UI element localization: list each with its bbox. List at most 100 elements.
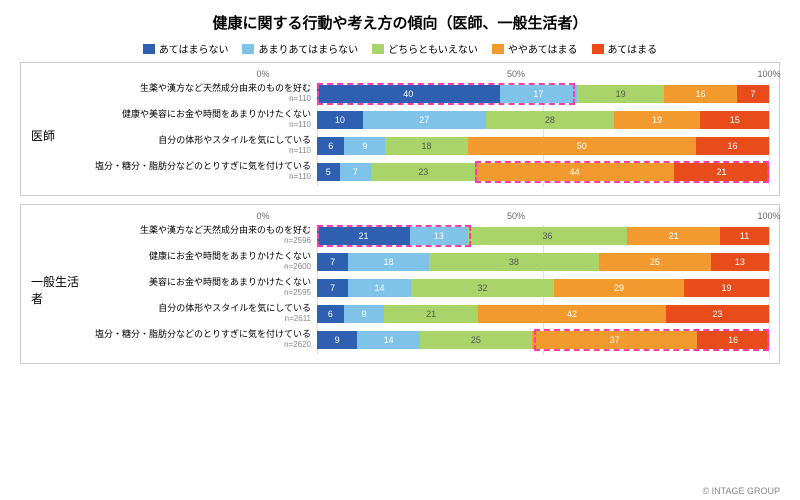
legend-item: ややあてはまる xyxy=(492,41,578,56)
axis: 0%50%100% xyxy=(263,69,769,81)
bar-segment: 19 xyxy=(684,279,769,297)
bar-segment: 25 xyxy=(599,253,711,271)
axis-tick: 100% xyxy=(757,211,780,221)
legend-swatch xyxy=(143,44,155,54)
bar-segment: 14 xyxy=(357,331,420,349)
bar-segment: 21 xyxy=(317,227,410,245)
axis: 0%50%100% xyxy=(263,211,769,223)
bar-segment: 9 xyxy=(344,305,384,323)
stacked-bar: 914253716 xyxy=(317,331,769,349)
chart-title: 健康に関する行動や考え方の傾向（医師、一般生活者） xyxy=(20,12,780,33)
axis-tick: 0% xyxy=(256,211,269,221)
bar-wrap: 1027281915 xyxy=(317,111,769,129)
bar-segment: 14 xyxy=(348,279,411,297)
bar-segment: 37 xyxy=(532,331,698,349)
row-label: 生薬や漢方など天然成分由来のものを好むn=2596 xyxy=(85,226,317,246)
bar-segment: 29 xyxy=(554,279,684,297)
row-label: 健康にお金や時間をあまりかけたくないn=2600 xyxy=(85,252,317,272)
bar-segment: 18 xyxy=(348,253,429,271)
legend-item: どちらともいえない xyxy=(372,41,478,56)
row-label: 自分の体形やスタイルを気にしているn=110 xyxy=(85,136,317,156)
copyright: © INTAGE GROUP xyxy=(703,486,780,496)
legend-label: どちらともいえない xyxy=(388,41,478,56)
bar-segment: 7 xyxy=(317,279,348,297)
legend-label: あてはまる xyxy=(608,41,658,56)
bar-segment: 13 xyxy=(410,227,468,245)
bar-segment: 16 xyxy=(697,331,769,349)
bar-wrap: 2113362111 xyxy=(317,227,769,245)
stacked-bar: 2113362111 xyxy=(317,227,769,245)
bar-segment: 7 xyxy=(317,253,348,271)
bar-wrap: 401719167 xyxy=(317,85,769,103)
bar-segment: 42 xyxy=(478,305,666,323)
bar-wrap: 714322919 xyxy=(317,279,769,297)
bar-segment: 16 xyxy=(696,137,769,155)
bar-segment: 44 xyxy=(475,163,674,181)
chart-row: 塩分・糖分・脂肪分などのとりすぎに気を付けているn=2620914253716 xyxy=(85,329,769,351)
bar-segment: 7 xyxy=(340,163,372,181)
bar-segment: 6 xyxy=(317,305,344,323)
stacked-bar: 69185016 xyxy=(317,137,769,155)
chart-row: 健康にお金や時間をあまりかけたくないn=2600718382513 xyxy=(85,251,769,273)
bar-segment: 16 xyxy=(664,85,737,103)
axis-tick: 50% xyxy=(507,69,525,79)
axis-tick: 0% xyxy=(256,69,269,79)
legend: あてはまらない あまりあてはまらない どちらともいえない ややあてはまる あてはまる xyxy=(20,41,780,56)
bar-segment: 5 xyxy=(317,163,340,181)
chart-row: 生薬や漢方など天然成分由来のものを好むn=25962113362111 xyxy=(85,225,769,247)
bar-segment: 32 xyxy=(411,279,554,297)
bar-segment: 27 xyxy=(363,111,486,129)
group-label: 医師 xyxy=(31,83,85,187)
row-label: 自分の体形やスタイルを気にしているn=2611 xyxy=(85,304,317,324)
bar-wrap: 718382513 xyxy=(317,253,769,271)
bar-segment: 7 xyxy=(737,85,769,103)
legend-item: あてはまる xyxy=(592,41,658,56)
legend-swatch xyxy=(592,44,604,54)
bar-segment: 9 xyxy=(344,137,385,155)
chart-row: 美容にお金や時間をあまりかけたくないn=2595714322919 xyxy=(85,277,769,299)
row-label: 美容にお金や時間をあまりかけたくないn=2595 xyxy=(85,278,317,298)
panel: 0%50%100%医師生薬や漢方など天然成分由来のものを好むn=11040171… xyxy=(20,62,780,196)
bar-segment: 50 xyxy=(468,137,696,155)
bar-segment: 10 xyxy=(317,111,363,129)
row-label: 健康や美容にお金や時間をあまりかけたくないn=110 xyxy=(85,110,317,130)
bar-segment: 21 xyxy=(674,163,769,181)
chart-row: 塩分・糖分・脂肪分などのとりすぎに気を付けているn=11057234421 xyxy=(85,161,769,183)
row-label: 生薬や漢方など天然成分由来のものを好むn=110 xyxy=(85,84,317,104)
bar-segment: 21 xyxy=(384,305,478,323)
legend-item: あてはまらない xyxy=(143,41,229,56)
chart-row: 自分の体形やスタイルを気にしているn=261169214223 xyxy=(85,303,769,325)
axis-tick: 100% xyxy=(757,69,780,79)
bar-segment: 13 xyxy=(711,253,769,271)
bar-segment: 11 xyxy=(720,227,769,245)
group-label: 一般生活者 xyxy=(31,225,85,355)
bar-segment: 28 xyxy=(486,111,614,129)
row-label: 塩分・糖分・脂肪分などのとりすぎに気を付けているn=110 xyxy=(85,162,317,182)
stacked-bar: 718382513 xyxy=(317,253,769,271)
bar-segment: 6 xyxy=(317,137,344,155)
bar-segment: 15 xyxy=(700,111,768,129)
legend-swatch xyxy=(372,44,384,54)
legend-label: ややあてはまる xyxy=(508,41,578,56)
stacked-bar: 69214223 xyxy=(317,305,769,323)
bar-wrap: 57234421 xyxy=(317,163,769,181)
bar-segment: 23 xyxy=(371,163,475,181)
bar-segment: 18 xyxy=(385,137,467,155)
stacked-bar: 1027281915 xyxy=(317,111,769,129)
bar-segment: 23 xyxy=(666,305,769,323)
bar-segment: 17 xyxy=(500,85,578,103)
axis-tick: 50% xyxy=(507,211,525,221)
bar-segment: 9 xyxy=(317,331,357,349)
stacked-bar: 401719167 xyxy=(317,85,769,103)
chart-row: 自分の体形やスタイルを気にしているn=11069185016 xyxy=(85,135,769,157)
bar-segment: 19 xyxy=(577,85,664,103)
legend-label: あまりあてはまらない xyxy=(258,41,358,56)
bar-segment: 38 xyxy=(429,253,599,271)
panel: 0%50%100%一般生活者生薬や漢方など天然成分由来のものを好むn=25962… xyxy=(20,204,780,364)
bar-segment: 40 xyxy=(317,85,500,103)
legend-swatch xyxy=(492,44,504,54)
bar-wrap: 914253716 xyxy=(317,331,769,349)
row-label: 塩分・糖分・脂肪分などのとりすぎに気を付けているn=2620 xyxy=(85,330,317,350)
bar-segment: 25 xyxy=(420,331,532,349)
legend-label: あてはまらない xyxy=(159,41,229,56)
